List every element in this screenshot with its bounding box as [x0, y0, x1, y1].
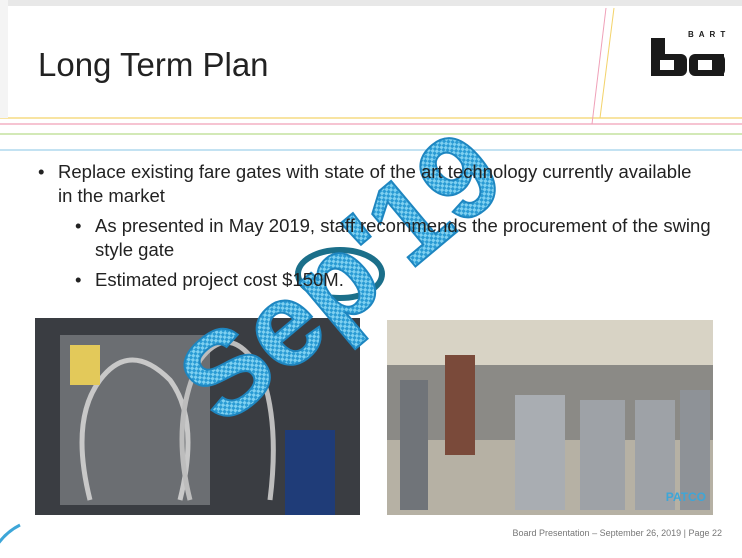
bullet-text: As presented in May 2019, staff recommen… — [95, 215, 711, 260]
bullet-text: Estimated project cost $150M. — [95, 269, 344, 290]
photo-label: PATCO — [665, 490, 706, 504]
logo-text: BART — [688, 30, 731, 39]
bullet: • Replace existing fare gates with state … — [38, 161, 692, 206]
slide-title: Long Term Plan — [38, 46, 269, 83]
sub-bullet: • Estimated project cost $150M. — [75, 269, 344, 290]
footer: Board Presentation – September 26, 2019 … — [512, 528, 722, 538]
bullet-text: Replace existing fare gates with state o… — [58, 161, 692, 206]
sub-bullet: • As presented in May 2019, staff recomme… — [75, 215, 711, 260]
